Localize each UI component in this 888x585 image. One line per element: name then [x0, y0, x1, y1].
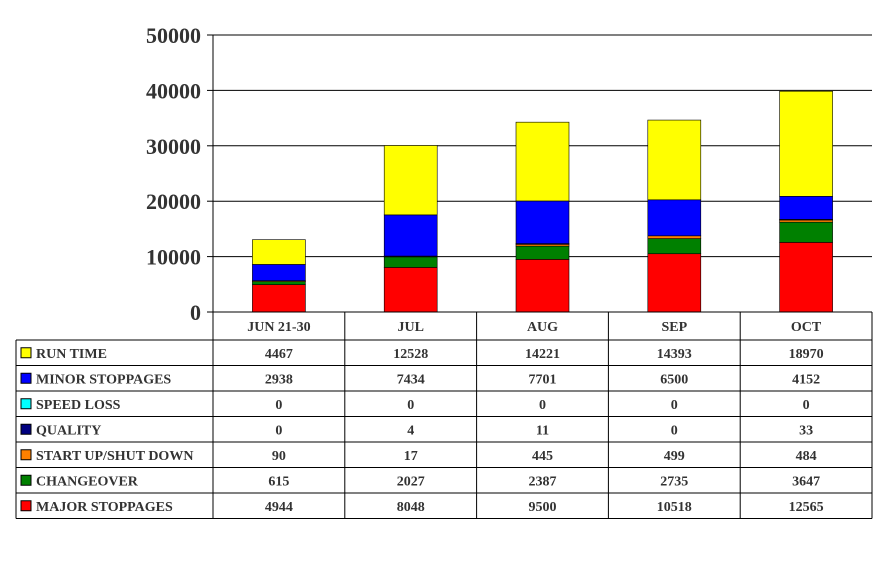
data-value: 0 [275, 423, 282, 438]
data-value: 445 [532, 449, 553, 464]
data-value: 7434 [397, 372, 425, 387]
data-value: 4467 [265, 347, 293, 362]
bar-segment [383, 214, 438, 257]
data-value: 7701 [529, 372, 557, 387]
data-value: 2387 [529, 474, 557, 489]
data-value: 6500 [660, 372, 688, 387]
y-tick-label: 40000 [146, 78, 201, 103]
data-value: 0 [671, 423, 678, 438]
bar-segment [779, 221, 833, 243]
y-tick-label: 50000 [146, 23, 201, 48]
data-value: 615 [268, 474, 289, 489]
bar-segment [647, 119, 702, 201]
data-table: JUN 21-30 JUL AUG SEP OCT RUN TIME 4467 12528 14… [15, 311, 873, 519]
data-value: 0 [803, 398, 810, 413]
bar-segment [515, 245, 570, 260]
y-tick-label: 30000 [146, 134, 201, 159]
bar-segment [252, 239, 306, 265]
bar-segment [515, 200, 570, 244]
data-value: 4944 [265, 500, 293, 515]
bar-segment [647, 235, 702, 239]
bar-segment [252, 264, 306, 282]
legend-swatch [20, 474, 32, 486]
data-value: 11 [536, 423, 549, 438]
series-label: SPEED LOSS [36, 398, 121, 413]
bar-segment [515, 259, 570, 313]
data-value: 17 [404, 449, 418, 464]
bar-segment [383, 255, 438, 268]
category-label: JUL [397, 320, 423, 335]
bar-segment [383, 267, 438, 313]
data-value: 0 [671, 398, 678, 413]
data-value: 33 [799, 423, 813, 438]
data-value: 12565 [789, 500, 824, 515]
data-value: 0 [407, 398, 414, 413]
data-value: 2027 [397, 474, 425, 489]
bar-segment [647, 238, 702, 255]
bar-segment [779, 242, 833, 313]
data-value: 0 [275, 398, 282, 413]
bar-segment [647, 253, 702, 313]
y-tick-label: 10000 [146, 245, 201, 270]
category-label: SEP [661, 320, 687, 335]
data-value: 18970 [789, 347, 824, 362]
series-label: RUN TIME [36, 347, 107, 362]
y-tick-label: 0 [190, 300, 201, 325]
y-tick-label: 20000 [146, 189, 201, 214]
data-value: 4152 [792, 372, 820, 387]
legend-swatch [20, 398, 32, 410]
series-label: MAJOR STOPPAGES [36, 500, 173, 515]
bar-segment [779, 90, 833, 197]
y-axis: 0 10000 20000 30000 40000 50000 [146, 23, 214, 325]
data-value: 14393 [657, 347, 692, 362]
bar-segment [515, 121, 570, 202]
data-value: 10518 [657, 500, 692, 515]
data-value: 0 [539, 398, 546, 413]
bars [252, 90, 833, 313]
bar-segment [779, 196, 833, 220]
data-value: 14221 [525, 347, 560, 362]
category-label: OCT [791, 320, 822, 335]
data-value: 2735 [660, 474, 688, 489]
legend-swatch [20, 500, 32, 512]
data-value: 12528 [393, 347, 428, 362]
legend-swatch [20, 372, 32, 384]
legend-swatch [20, 423, 32, 435]
bar-segment [647, 199, 702, 237]
data-value: 3647 [792, 474, 820, 489]
series-label: CHANGEOVER [36, 474, 139, 489]
data-value: 499 [664, 449, 685, 464]
category-label: AUG [527, 320, 558, 335]
data-value: 2938 [265, 372, 293, 387]
series-label: MINOR STOPPAGES [36, 372, 171, 387]
series-label: START UP/SHUT DOWN [36, 449, 193, 464]
data-value: 4 [407, 423, 414, 438]
data-value: 90 [272, 449, 286, 464]
data-value: 8048 [397, 500, 425, 515]
bar-segment [383, 145, 438, 216]
category-label: JUN 21-30 [247, 320, 310, 335]
bar-segment [252, 284, 306, 313]
series-label: QUALITY [36, 423, 101, 438]
data-value: 484 [796, 449, 817, 464]
data-value: 9500 [529, 500, 557, 515]
legend-swatch [20, 449, 32, 461]
legend-swatch [20, 347, 32, 359]
